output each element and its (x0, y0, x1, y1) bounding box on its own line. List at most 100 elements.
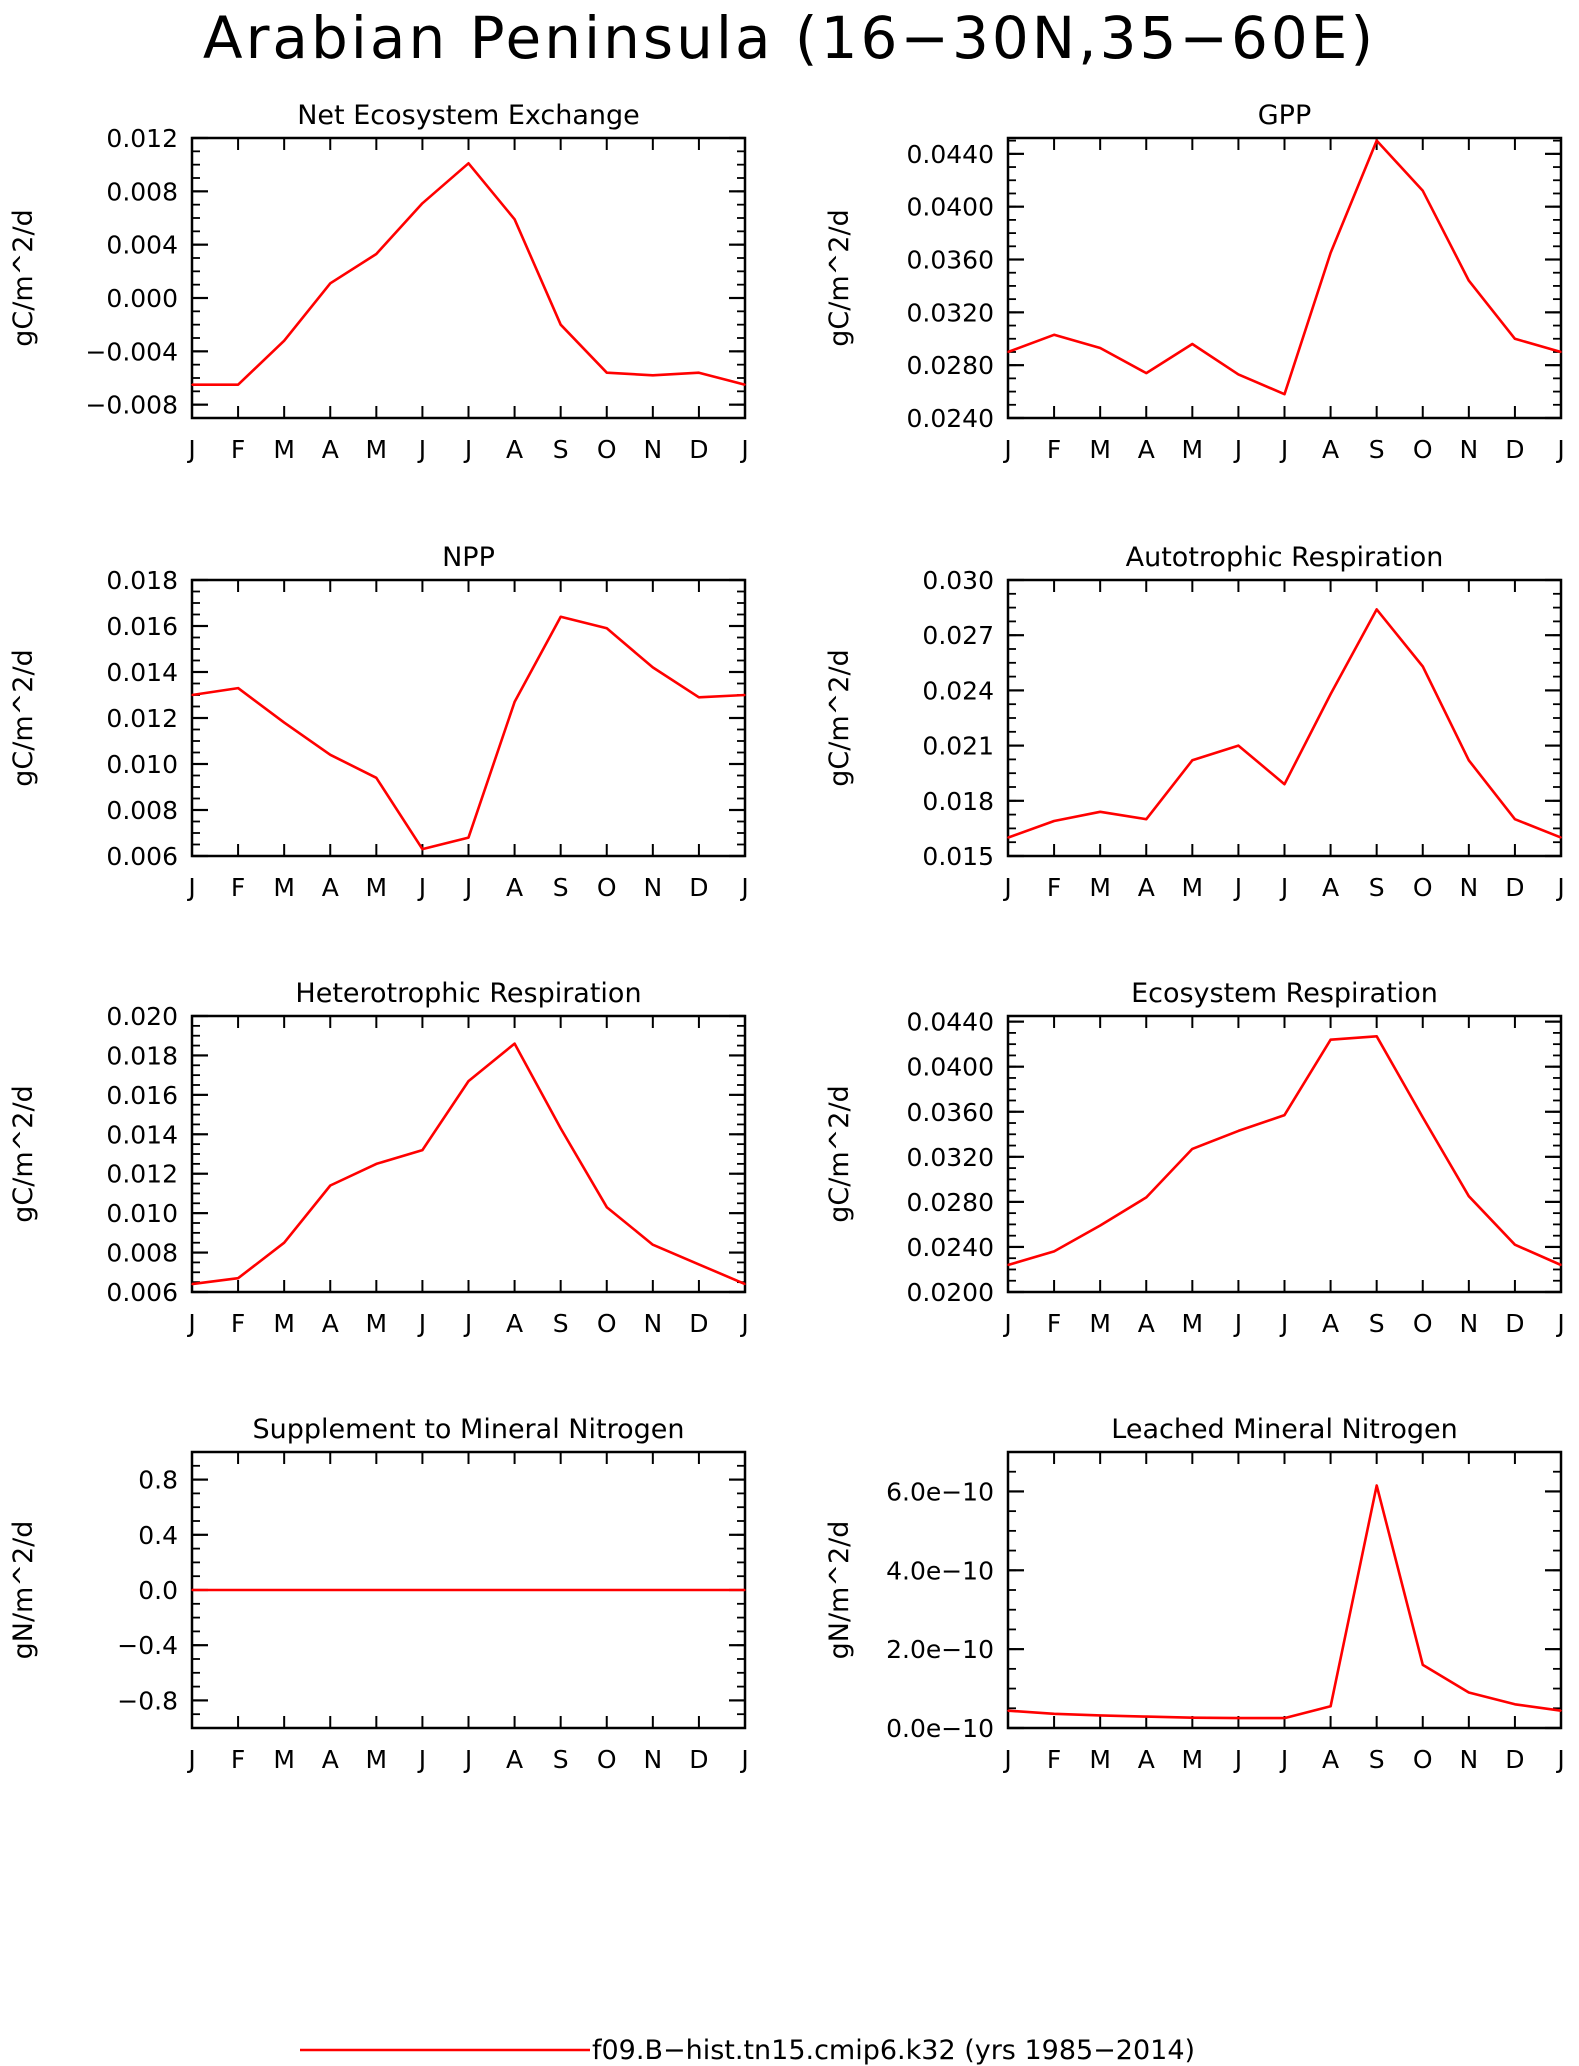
x-tick-label: A (506, 435, 523, 464)
data-point (1283, 393, 1286, 396)
y-tick-label: 0.0280 (907, 351, 994, 380)
y-tick-label: 0.0400 (907, 1053, 994, 1082)
y-tick-label: 0.0240 (907, 404, 994, 433)
x-tick-label: J (417, 873, 426, 902)
x-tick-label: S (1369, 1745, 1385, 1774)
data-point (698, 371, 700, 374)
y-tick-label: 0.024 (922, 676, 994, 705)
data-point (605, 371, 608, 374)
y-axis-label: gC/m^2/d (8, 649, 39, 786)
data-point (1053, 820, 1055, 822)
y-tick-label: 0.0440 (907, 140, 994, 169)
panel-title: Autotrophic Respiration (1126, 542, 1444, 573)
data-point (1145, 1196, 1148, 1199)
y-tick-label: 0.008 (106, 1239, 178, 1268)
x-tick-label: A (1138, 1745, 1155, 1774)
data-point (1421, 665, 1424, 668)
y-tick-label: 0.008 (106, 177, 178, 206)
x-tick-label: O (597, 1309, 617, 1338)
x-tick-label: M (1089, 1309, 1111, 1338)
x-tick-label: J (1555, 1309, 1564, 1338)
data-point (513, 1589, 516, 1591)
x-tick-label: F (1047, 873, 1061, 902)
x-tick-label: N (1459, 873, 1478, 902)
x-tick-label: O (1413, 873, 1433, 902)
x-tick-label: J (739, 873, 748, 902)
data-point (467, 1589, 470, 1591)
data-point (1007, 351, 1009, 353)
x-tick-label: N (643, 1745, 662, 1774)
y-axis-label: gC/m^2/d (824, 1085, 855, 1222)
x-tick-label: A (1322, 1745, 1339, 1774)
data-point (1283, 1114, 1286, 1116)
data-point (1237, 744, 1240, 747)
data-point (559, 323, 562, 326)
y-tick-label: 0.4 (138, 1521, 178, 1550)
x-tick-label: O (597, 1745, 617, 1774)
x-tick-label: M (273, 1309, 295, 1338)
data-point (1237, 1717, 1240, 1719)
data-point (1375, 1484, 1378, 1487)
x-tick-label: D (689, 873, 708, 902)
y-axis-label: gN/m^2/d (8, 1521, 39, 1660)
x-tick-label: A (322, 873, 339, 902)
x-tick-label: A (1138, 435, 1155, 464)
data-point (652, 1589, 654, 1591)
x-tick-label: J (739, 1309, 748, 1338)
data-point (1099, 1714, 1101, 1717)
x-tick-label: J (463, 435, 472, 464)
x-tick-label: M (1089, 435, 1111, 464)
data-point (652, 374, 654, 377)
data-point (467, 1080, 470, 1082)
data-point (1560, 1264, 1562, 1266)
data-point (375, 253, 378, 255)
data-point (467, 836, 470, 839)
data-point (1468, 279, 1470, 282)
x-tick-label: S (1369, 435, 1385, 464)
data-point (1099, 347, 1101, 349)
data-point (329, 1589, 332, 1591)
plot-frame (1006, 136, 1563, 420)
x-tick-label: D (689, 1309, 708, 1338)
y-tick-label: 0.0200 (907, 1278, 994, 1307)
x-tick-label: A (322, 1745, 339, 1774)
y-tick-label: 0.006 (106, 842, 178, 871)
data-point (237, 1589, 239, 1591)
x-tick-label: J (1555, 1745, 1564, 1774)
series-line (192, 162, 746, 387)
data-point (375, 1589, 378, 1591)
y-tick-label: 0.0240 (907, 1233, 994, 1262)
x-tick-label: A (506, 1309, 523, 1338)
data-point (329, 1184, 332, 1187)
y-tick-label: 0.8 (138, 1466, 178, 1495)
x-tick-label: A (322, 435, 339, 464)
y-tick-label: 0.014 (106, 658, 178, 687)
x-tick-label: M (1182, 873, 1204, 902)
data-point (421, 1149, 424, 1151)
y-tick-label: −0.4 (117, 1631, 178, 1660)
x-tick-label: M (273, 1745, 295, 1774)
data-point (191, 1283, 193, 1285)
x-tick-label: F (1047, 435, 1061, 464)
x-tick-label: S (1369, 1309, 1385, 1338)
series-line (191, 1042, 746, 1286)
data-point (283, 1589, 285, 1591)
y-tick-label: 0.0280 (907, 1188, 994, 1217)
x-tick-label: J (463, 1745, 472, 1774)
data-point (237, 383, 239, 386)
x-tick-label: D (1505, 1309, 1524, 1338)
data-point (1514, 818, 1516, 820)
data-point (1514, 1243, 1516, 1246)
legend: f09.B−hist.tn15.cmip6.k32 (yrs 1985−2014… (300, 2035, 1195, 2066)
x-tick-label: J (463, 1309, 472, 1338)
data-point (1191, 343, 1194, 345)
plot-frame (1006, 1450, 1563, 1730)
x-tick-label: A (506, 1745, 523, 1774)
data-point (191, 383, 193, 386)
y-tick-label: 0.012 (106, 1160, 178, 1189)
x-tick-label: M (1182, 1309, 1204, 1338)
x-tick-label: M (366, 1745, 388, 1774)
data-point (1053, 333, 1055, 336)
y-tick-label: 0.0440 (907, 1008, 994, 1037)
